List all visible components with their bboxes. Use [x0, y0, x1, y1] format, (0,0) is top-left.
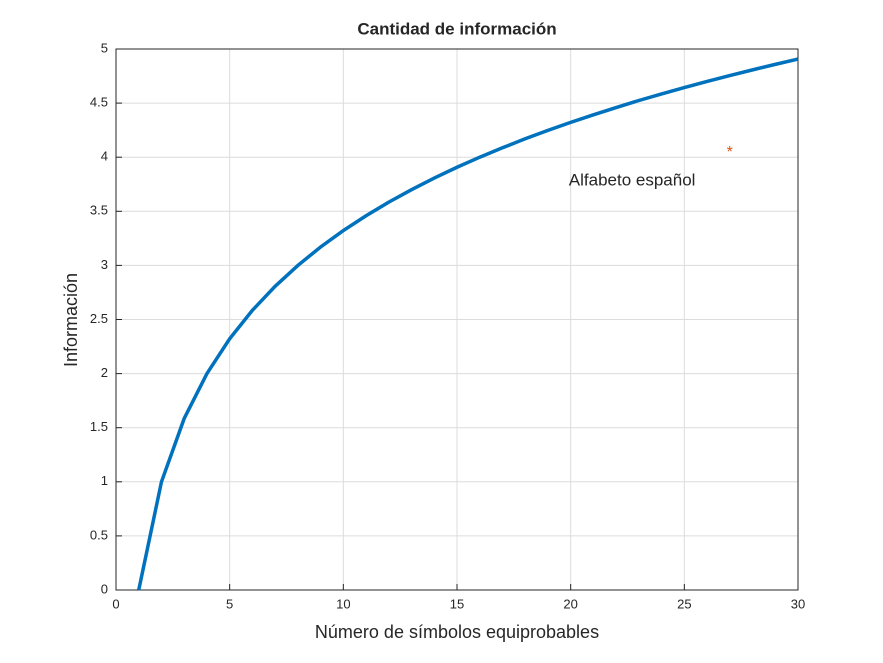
- x-tick-label: 25: [677, 596, 691, 611]
- x-tick-label: 20: [563, 596, 577, 611]
- x-axis-label: Número de símbolos equiprobables: [315, 622, 599, 642]
- x-tick-label: 10: [336, 596, 350, 611]
- x-tick-label: 5: [226, 596, 233, 611]
- x-tick-label: 0: [112, 596, 119, 611]
- y-tick-label: 5: [101, 40, 108, 55]
- y-tick-label: 4: [101, 149, 108, 164]
- y-axis-label: Información: [61, 273, 81, 367]
- y-tick-label: 2: [101, 365, 108, 380]
- chart-title: Cantidad de información: [357, 19, 556, 38]
- annotation-label: Alfabeto español: [569, 170, 696, 189]
- y-tick-label: 1: [101, 473, 108, 488]
- annotation-marker: *: [727, 144, 733, 161]
- y-tick-label: 4.5: [90, 95, 108, 110]
- x-tick-label: 30: [791, 596, 805, 611]
- y-tick-label: 0: [101, 581, 108, 596]
- y-tick-label: 0.5: [90, 527, 108, 542]
- plot-frame: [115, 48, 799, 591]
- y-tick-label: 1.5: [90, 419, 108, 434]
- y-tick-label: 2.5: [90, 311, 108, 326]
- data-line: [137, 57, 799, 591]
- y-tick-label: 3.5: [90, 203, 108, 218]
- y-tick-label: 3: [101, 257, 108, 272]
- x-tick-label: 15: [450, 596, 464, 611]
